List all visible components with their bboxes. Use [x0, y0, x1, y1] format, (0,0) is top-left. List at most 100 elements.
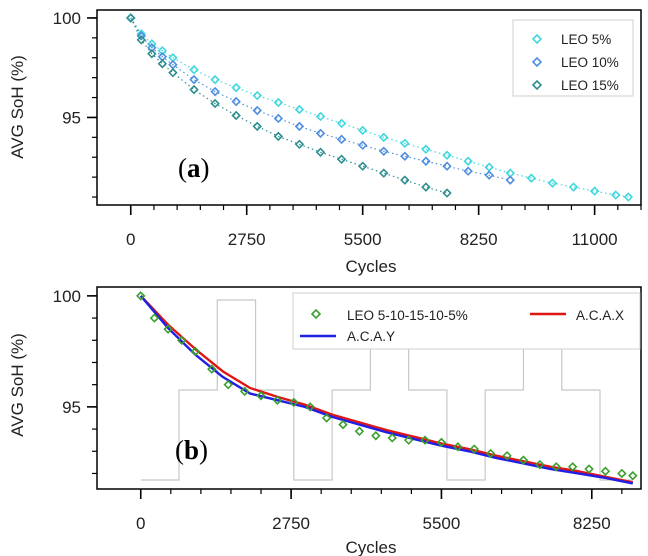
data-point	[484, 170, 494, 180]
data-point	[273, 131, 284, 142]
panel-a-ticks: 0 2750 5500 8250 11000 95 100	[53, 9, 642, 249]
data-point	[231, 82, 241, 93]
legend-marker	[531, 79, 543, 91]
data-point	[442, 188, 452, 198]
panel-a: 0 2750 5500 8250 11000 95 100 AVG SoH (%) Cycl…	[8, 9, 642, 276]
data-point	[136, 291, 146, 301]
data-point	[400, 138, 410, 149]
data-point	[336, 134, 347, 145]
data-point	[273, 113, 284, 124]
data-point	[239, 386, 250, 397]
data-point	[252, 105, 262, 116]
data-point	[584, 464, 594, 474]
data-point	[589, 186, 600, 196]
data-point	[505, 175, 516, 185]
data-point	[484, 162, 494, 172]
legend-label-leo-5: LEO 5%	[561, 32, 611, 47]
data-point	[157, 46, 168, 56]
panel-b-y-tick-label: 95	[62, 398, 81, 417]
data-point	[189, 74, 199, 85]
data-point	[357, 161, 368, 171]
data-point	[147, 43, 157, 53]
legend-label-acax: A.C.A.X	[576, 308, 624, 323]
data-point	[289, 397, 299, 408]
data-point	[354, 426, 365, 437]
panel-a-x-tick-label: 0	[126, 230, 135, 249]
data-point	[252, 121, 262, 132]
series-line-a-c-a-y	[139, 295, 634, 485]
data-point	[442, 161, 452, 171]
panel-a-x-axis-label: Cycles	[345, 257, 396, 276]
data-point	[371, 430, 381, 441]
data-point	[379, 132, 389, 143]
data-point	[453, 442, 463, 452]
legend-label-acay: A.C.A.Y	[347, 329, 395, 344]
data-point	[315, 128, 326, 139]
data-point	[177, 335, 187, 346]
panel-a-tag: (a)	[178, 153, 210, 183]
panel-a-legend-markers	[531, 33, 543, 91]
data-point	[551, 462, 561, 472]
legend-label-leo-profile: LEO 5-10-15-10-5%	[347, 308, 468, 323]
data-point	[469, 444, 479, 454]
panel-b: 0 2750 5500 8250 95 100 AVG SoH (%) Cycles (b…	[8, 286, 642, 556]
data-point	[568, 182, 579, 192]
panel-b-ticks: 0 2750 5500 8250 95 100	[53, 287, 623, 533]
data-point	[223, 379, 233, 390]
data-point	[400, 151, 410, 161]
data-point	[502, 450, 512, 461]
data-point	[157, 58, 168, 69]
data-point	[136, 35, 147, 45]
data-point	[421, 144, 431, 155]
data-point	[305, 402, 315, 412]
panel-b-x-tick-label: 8250	[573, 514, 611, 533]
panel-b-y-tick-label: 100	[53, 287, 81, 306]
data-point	[190, 346, 201, 357]
panel-b-legend: LEO 5-10-15-10-5% A.C.A.X A.C.A.Y	[292, 292, 641, 350]
data-point	[623, 192, 634, 202]
data-point	[400, 175, 410, 185]
data-point	[463, 156, 473, 166]
panel-a-x-tick-label: 2750	[228, 230, 266, 249]
legend-marker-scatter	[310, 308, 322, 320]
panel-a-data	[126, 13, 634, 202]
legend-marker	[531, 56, 543, 68]
data-point	[294, 139, 305, 150]
data-point	[252, 90, 262, 101]
panel-b-x-tick-label: 5500	[423, 514, 461, 533]
data-point	[315, 111, 326, 122]
data-point	[379, 146, 389, 157]
panel-b-data	[136, 291, 638, 485]
panel-b-x-axis-label: Cycles	[345, 538, 396, 556]
panel-a-legend-box	[512, 19, 634, 97]
data-point	[387, 433, 397, 443]
data-point	[126, 13, 136, 23]
panel-b-frame	[96, 286, 642, 490]
data-point	[463, 166, 473, 176]
data-point	[163, 324, 173, 334]
panel-b-legend-markers	[300, 308, 566, 338]
data-point	[535, 459, 545, 470]
data-point	[315, 147, 326, 158]
data-point	[336, 154, 347, 164]
panel-b-x-tick-label: 2750	[272, 514, 310, 533]
data-point	[357, 125, 368, 136]
legend-label-leo-15: LEO 15%	[561, 78, 619, 93]
data-point	[147, 49, 157, 59]
data-point	[600, 466, 611, 476]
data-point	[526, 173, 537, 183]
data-point	[518, 455, 529, 465]
legend-marker	[531, 33, 543, 45]
data-point	[231, 96, 241, 107]
panel-b-tag: (b)	[175, 435, 208, 465]
series-line-a-c-a-x	[139, 295, 634, 484]
data-point	[421, 182, 431, 192]
panel-b-y-axis-label: AVG SoH (%)	[8, 333, 27, 437]
data-point	[210, 86, 220, 97]
data-point	[379, 168, 389, 178]
panel-b-legend-box	[292, 292, 641, 350]
panel-b-x-tick-label: 0	[136, 514, 145, 533]
data-point	[294, 104, 305, 115]
data-point	[321, 413, 332, 423]
data-point	[442, 150, 452, 160]
